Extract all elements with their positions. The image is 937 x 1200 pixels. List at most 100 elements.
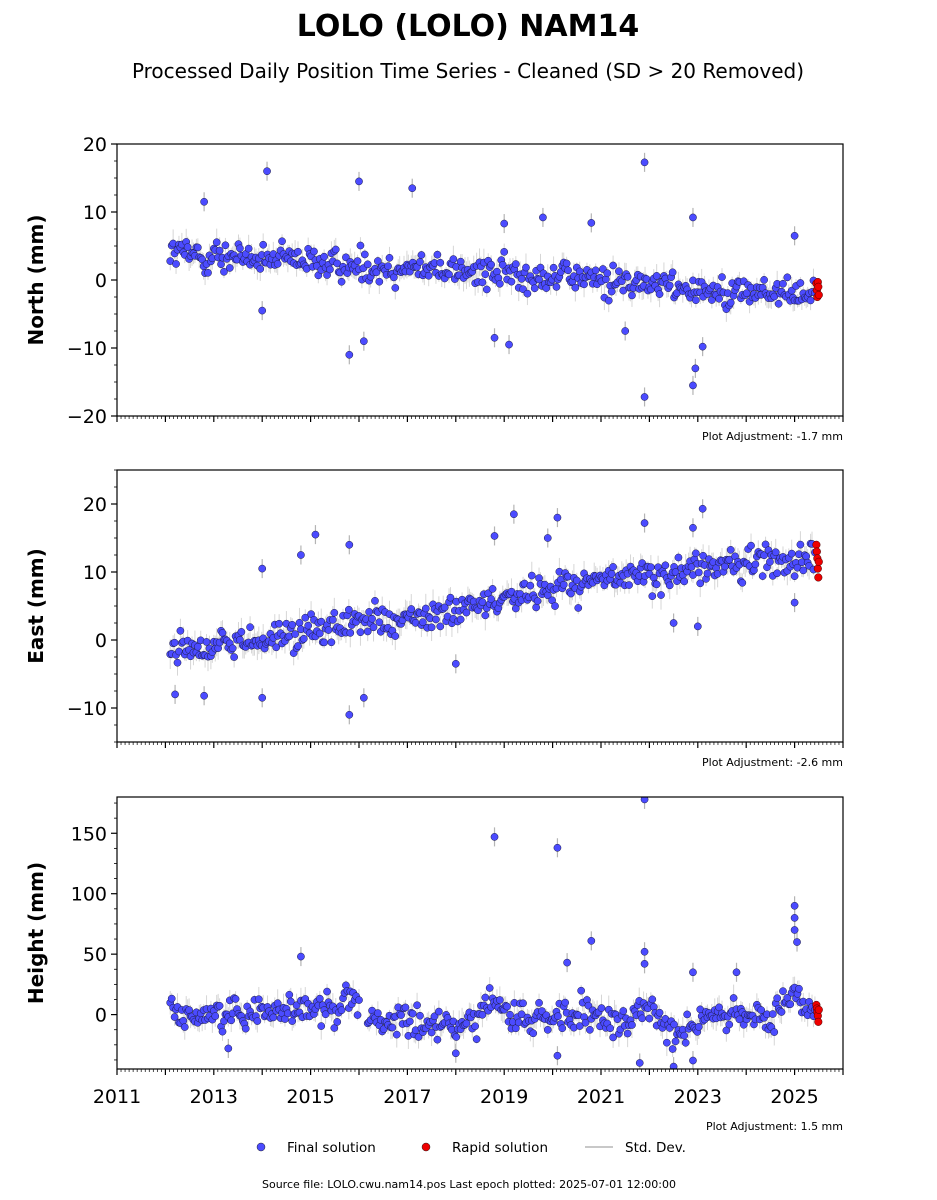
final-solution-point (297, 551, 305, 559)
final-solution-point (567, 589, 575, 598)
final-solution-point (726, 546, 735, 554)
y-tick-label: 0 (95, 270, 107, 292)
final-solution-point (435, 1007, 443, 1016)
final-solution-point (790, 231, 799, 240)
final-solution-point (506, 1010, 514, 1019)
final-solution-point (324, 626, 333, 634)
final-solution-point (230, 653, 238, 661)
final-solution-point (490, 333, 499, 342)
final-solution-point (760, 276, 768, 284)
final-solution-point (603, 269, 612, 278)
final-solution-point (371, 597, 379, 605)
final-solution-point (577, 986, 586, 995)
final-solution-point (689, 381, 697, 390)
final-solution-point (777, 1008, 786, 1016)
final-solution-point (478, 278, 487, 287)
y-tick-label: 150 (71, 823, 107, 845)
final-solution-point (786, 1000, 795, 1009)
final-solution-point (773, 569, 782, 578)
final-solution-point (227, 1016, 236, 1025)
final-solution-point (327, 638, 336, 647)
final-solution-point (385, 254, 394, 262)
panel-0-ylabel: North (mm) (24, 214, 48, 345)
final-solution-point (638, 1014, 646, 1023)
panel-2-plot-area (166, 797, 823, 1069)
final-solution-point (609, 1033, 617, 1042)
final-solution-point (519, 999, 527, 1008)
final-solution-point (609, 261, 617, 270)
final-solution-point (416, 258, 424, 266)
final-solution-point (320, 252, 329, 261)
final-solution-point (609, 563, 617, 571)
final-solution-point (337, 277, 346, 286)
final-solution-point (670, 1020, 678, 1029)
final-solution-point (539, 213, 547, 222)
final-solution-point (655, 1008, 664, 1017)
rapid-solution-point (814, 573, 823, 582)
final-solution-point (416, 1011, 424, 1020)
final-solution-point (790, 926, 799, 934)
panel-1-ylabel: East (mm) (24, 548, 48, 664)
x-tick-label: 2025 (770, 1086, 818, 1108)
final-solution-point (353, 257, 362, 265)
final-solution-point (401, 1003, 410, 1012)
final-solution-point (294, 247, 302, 256)
final-solution-point (806, 296, 815, 305)
final-solution-point (215, 246, 224, 255)
final-solution-point (655, 290, 664, 298)
final-solution-point (517, 1010, 526, 1019)
panel-2-adjustment: Plot Adjustment: 1.5 mm (706, 1120, 843, 1133)
final-solution-point (774, 299, 783, 308)
final-solution-point (587, 219, 596, 227)
final-solution-point (485, 984, 494, 992)
rapid-solution-point (812, 540, 821, 549)
final-solution-point (295, 618, 304, 627)
final-solution-point (635, 1059, 644, 1067)
final-solution-point (433, 1035, 442, 1044)
final-solution-point (551, 602, 559, 610)
final-solution-point (698, 342, 707, 351)
final-solution-point (535, 999, 543, 1007)
final-solution-point (193, 243, 202, 252)
final-solution-point (758, 572, 767, 580)
final-solution-point (204, 268, 212, 277)
final-solution-point (699, 551, 707, 560)
final-solution-point (462, 608, 471, 617)
x-tick-label: 2011 (93, 1086, 141, 1108)
final-solution-point (498, 261, 507, 269)
final-solution-point (285, 990, 294, 999)
final-solution-point (770, 1028, 779, 1036)
final-solution-point (272, 643, 281, 652)
final-solution-point (771, 548, 780, 557)
final-solution-point (345, 710, 354, 719)
final-solution-point (288, 620, 297, 629)
final-solution-point (606, 1024, 615, 1033)
final-solution-point (478, 598, 487, 606)
final-solution-point (795, 984, 803, 993)
y-tick-label: 100 (71, 884, 107, 906)
final-solution-point (725, 555, 734, 564)
final-solution-point (549, 263, 558, 272)
final-solution-point (522, 263, 530, 272)
final-solution-point (671, 1037, 680, 1046)
final-solution-point (487, 260, 495, 269)
final-solution-point (563, 958, 571, 967)
final-solution-point (193, 642, 202, 651)
final-solution-point (751, 560, 760, 569)
final-solution-point (683, 1010, 692, 1019)
final-solution-point (329, 616, 337, 624)
final-solution-point (427, 1028, 436, 1037)
final-solution-point (591, 266, 600, 275)
final-solution-point (246, 623, 254, 632)
y-tick-label: 0 (95, 1005, 107, 1027)
final-solution-point (172, 260, 180, 268)
final-solution-point (482, 285, 491, 294)
final-solution-point (553, 1051, 562, 1060)
final-solution-point (604, 296, 613, 305)
panel-0-plot-area (166, 152, 823, 407)
final-solution-point (273, 260, 282, 268)
final-solution-point (344, 605, 353, 614)
final-solution-point (273, 999, 282, 1008)
final-solution-point (535, 275, 543, 284)
final-solution-point (432, 615, 440, 624)
